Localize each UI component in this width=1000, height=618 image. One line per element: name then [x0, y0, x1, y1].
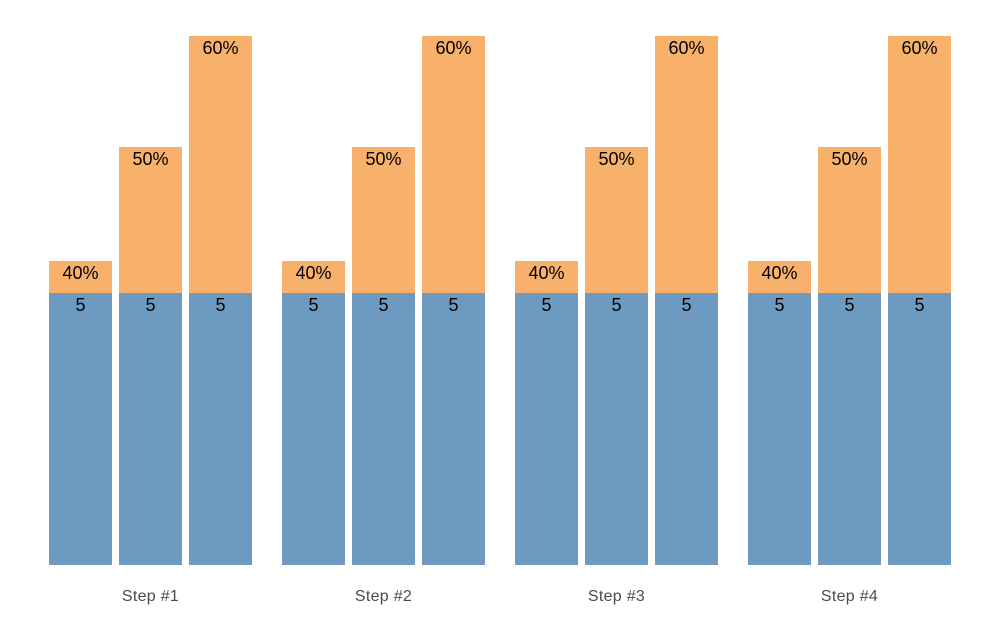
stacked-bar: 50% 5 — [818, 147, 881, 565]
stacked-bar: 60% 5 — [422, 36, 485, 565]
bar-segment-percentage: 40% — [515, 261, 578, 293]
bar-segment-percentage: 50% — [119, 147, 182, 293]
stacked-bar: 50% 5 — [585, 147, 648, 565]
bar-segment-percentage: 50% — [585, 147, 648, 293]
percentage-value-label: 50% — [831, 149, 868, 169]
bar-segment-base: 5 — [119, 293, 182, 565]
bar-segment-percentage: 60% — [888, 36, 951, 293]
percentage-value-label: 60% — [202, 38, 239, 58]
bar-segment-base: 5 — [515, 293, 578, 565]
stacked-bar: 40% 5 — [49, 261, 112, 565]
x-axis-category-label: Step #4 — [820, 588, 879, 605]
percentage-value-label: 40% — [62, 263, 99, 283]
bar-segment-base: 5 — [352, 293, 415, 565]
bar-segment-percentage: 60% — [189, 36, 252, 293]
bar-segment-base: 5 — [282, 293, 345, 565]
base-value-label: 5 — [611, 295, 622, 315]
stacked-bar: 50% 5 — [352, 147, 415, 565]
bar-segment-base: 5 — [49, 293, 112, 565]
bar-segment-base: 5 — [888, 293, 951, 565]
bar-segment-percentage: 60% — [422, 36, 485, 293]
bar-segment-percentage: 40% — [49, 261, 112, 293]
stacked-bar: 50% 5 — [119, 147, 182, 565]
base-value-label: 5 — [844, 295, 855, 315]
base-value-label: 5 — [448, 295, 459, 315]
bar-segment-base: 5 — [585, 293, 648, 565]
bar-segment-percentage: 50% — [352, 147, 415, 293]
bar-segment-base: 5 — [818, 293, 881, 565]
percentage-value-label: 60% — [901, 38, 938, 58]
base-value-label: 5 — [308, 295, 319, 315]
base-value-label: 5 — [215, 295, 226, 315]
base-value-label: 5 — [914, 295, 925, 315]
bar-segment-base: 5 — [655, 293, 718, 565]
bar-segment-base: 5 — [422, 293, 485, 565]
base-value-label: 5 — [774, 295, 785, 315]
x-axis-category-label: Step #1 — [121, 588, 180, 605]
percentage-value-label: 40% — [295, 263, 332, 283]
stacked-bar: 40% 5 — [282, 261, 345, 565]
percentage-value-label: 50% — [365, 149, 402, 169]
base-value-label: 5 — [378, 295, 389, 315]
base-value-label: 5 — [145, 295, 156, 315]
stacked-bar: 40% 5 — [515, 261, 578, 565]
bar-segment-base: 5 — [748, 293, 811, 565]
stacked-bar: 40% 5 — [748, 261, 811, 565]
bar-segment-percentage: 50% — [818, 147, 881, 293]
stacked-bar: 60% 5 — [655, 36, 718, 565]
percentage-value-label: 50% — [132, 149, 169, 169]
bar-segment-percentage: 40% — [282, 261, 345, 293]
x-axis-category-label: Step #3 — [587, 588, 646, 605]
percentage-value-label: 60% — [435, 38, 472, 58]
percentage-value-label: 40% — [761, 263, 798, 283]
stacked-bar: 60% 5 — [189, 36, 252, 565]
bar-segment-percentage: 40% — [748, 261, 811, 293]
percentage-value-label: 60% — [668, 38, 705, 58]
percentage-value-label: 40% — [528, 263, 565, 283]
base-value-label: 5 — [75, 295, 86, 315]
x-axis-category-label: Step #2 — [354, 588, 413, 605]
base-value-label: 5 — [541, 295, 552, 315]
stacked-bar: 60% 5 — [888, 36, 951, 565]
bar-segment-base: 5 — [189, 293, 252, 565]
base-value-label: 5 — [681, 295, 692, 315]
bar-segment-percentage: 60% — [655, 36, 718, 293]
percentage-value-label: 50% — [598, 149, 635, 169]
